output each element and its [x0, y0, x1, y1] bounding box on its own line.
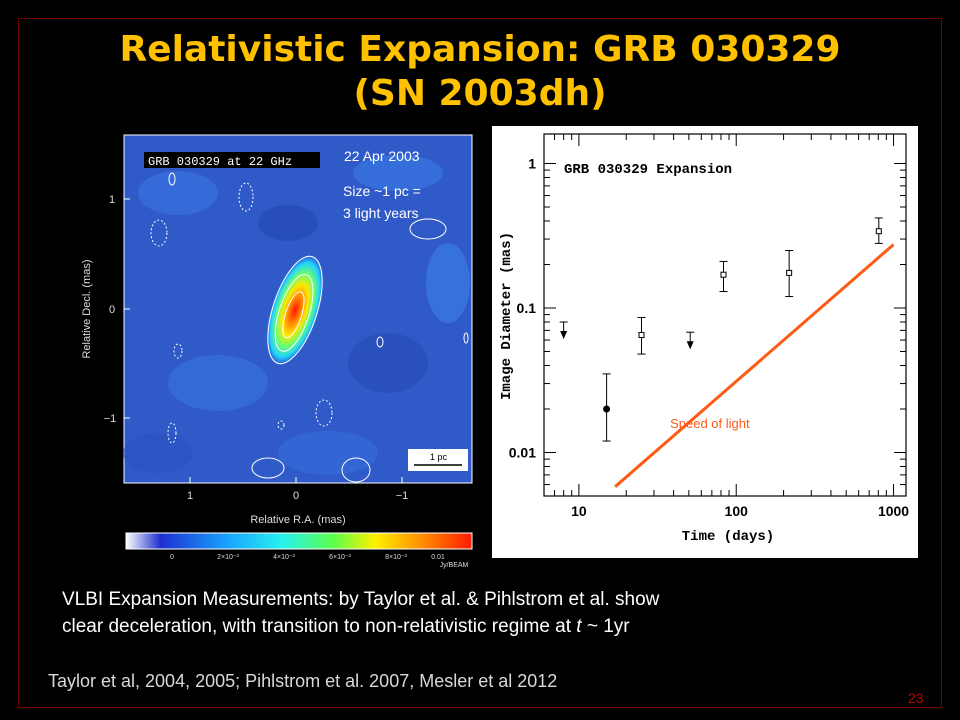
data-point	[602, 373, 611, 442]
radio-image-panel: GRB 030329 at 22 GHz 22 Apr 2003 Size ~1…	[81, 134, 473, 569]
upper-limit-head	[686, 341, 694, 350]
colorbar-tick: 6×10⁻³	[329, 554, 351, 561]
colorbar-tick: 0.01	[431, 554, 445, 561]
x-tick-label: 1000	[878, 503, 909, 519]
negative-contours	[150, 182, 333, 444]
slide-title: Relativistic Expansion: GRB 030329 (SN 2…	[0, 28, 960, 116]
data-point	[637, 316, 646, 355]
data-point	[719, 260, 728, 293]
references: Taylor et al, 2004, 2005; Pihlstrom et a…	[48, 671, 558, 691]
data-point	[874, 217, 883, 244]
chart-x-axis-label: Time (days)	[682, 529, 774, 545]
image-x-tick: −1	[396, 490, 409, 502]
colorbar-tick: 2×10⁻³	[217, 554, 239, 561]
caption-line-2-suffix: ~ 1yr	[581, 616, 630, 637]
image-x-tick: 1	[187, 490, 193, 502]
scale-bar-label: 1 pc	[430, 452, 448, 462]
image-label-box	[144, 152, 320, 168]
caption-line-2: clear deceleration, with transition to n…	[62, 616, 577, 637]
marker-filled-circle	[603, 405, 611, 413]
marker-open-square	[786, 269, 793, 276]
upper-limit-arrow	[559, 321, 568, 340]
y-tick-label: 0.1	[517, 300, 537, 316]
colorbar	[125, 532, 473, 550]
page-number: 23	[908, 690, 924, 706]
colorbar-unit: Jy/BEAM	[440, 562, 469, 569]
expansion-chart: GRB 030329 Expansion Time (days) Image D…	[492, 126, 918, 558]
title-line-2: (SN 2003dh)	[353, 73, 607, 114]
x-tick-label: 10	[571, 503, 587, 519]
x-tick-label: 100	[725, 503, 749, 519]
chart-title: GRB 030329 Expansion	[564, 162, 732, 178]
image-y-axis-label: Relative Decl. (mas)	[81, 259, 93, 358]
speed-of-light-label: Speed of light	[670, 416, 750, 431]
image-x-axis-label: Relative R.A. (mas)	[250, 514, 345, 526]
speed-of-light-line	[614, 243, 895, 488]
colorbar-tick: 8×10⁻³	[385, 554, 407, 561]
size-note-line-2: 3 light years	[343, 205, 418, 221]
image-x-tick: 0	[293, 490, 299, 502]
image-y-tick: −1	[104, 413, 117, 425]
image-tick-marks	[124, 198, 403, 483]
background-mottle	[123, 155, 470, 475]
chart-background	[492, 126, 918, 558]
image-y-tick: 1	[109, 194, 115, 206]
data-point	[785, 249, 794, 298]
colorbar-tick: 4×10⁻³	[273, 554, 295, 561]
size-note-line-1: Size ~1 pc =	[343, 183, 421, 199]
radio-source	[265, 254, 325, 366]
image-y-tick: 0	[109, 304, 115, 316]
image-label: GRB 030329 at 22 GHz	[148, 155, 292, 169]
tick-layer: 10 100 1000 0.01 0.1 1	[509, 134, 909, 519]
marker-open-square	[720, 271, 727, 278]
colorbar-tick: 0	[170, 554, 174, 561]
slide-frame	[18, 18, 942, 708]
marker-open-square	[638, 332, 645, 339]
chart-y-axis-label: Image Diameter (mas)	[499, 232, 515, 400]
y-tick-label: 1	[528, 155, 536, 171]
caption: VLBI Expansion Measurements: by Taylor e…	[62, 586, 659, 640]
upper-limit-head	[560, 331, 568, 340]
marker-open-square	[875, 228, 882, 235]
positive-contours	[168, 172, 469, 483]
marks-layer: Speed of light	[559, 217, 895, 488]
caption-line-1: VLBI Expansion Measurements: by Taylor e…	[62, 589, 660, 610]
upper-limit-arrow	[686, 331, 695, 350]
title-line-1: Relativistic Expansion: GRB 030329	[119, 29, 841, 70]
caption-variable: t	[576, 616, 582, 637]
image-date: 22 Apr 2003	[344, 148, 420, 164]
y-tick-label: 0.01	[509, 445, 536, 461]
